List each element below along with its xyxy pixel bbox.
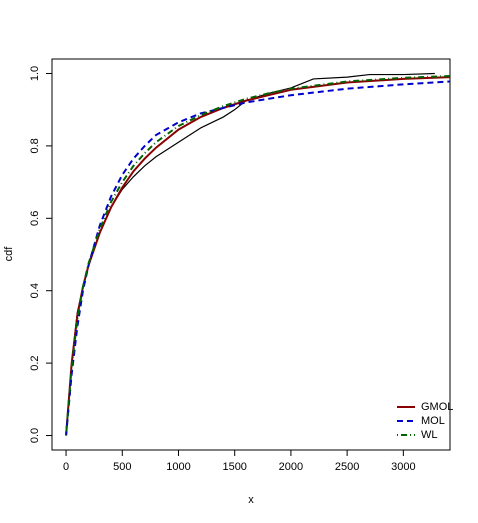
x-tick-label: 500 xyxy=(113,461,131,473)
x-tick-label: 0 xyxy=(63,461,69,473)
x-tick-label: 3000 xyxy=(391,461,415,473)
y-tick-label: 0.2 xyxy=(29,355,41,370)
y-tick-label: 0.4 xyxy=(29,283,41,298)
empirical-cdf xyxy=(65,72,435,436)
cdf-curve xyxy=(65,75,450,436)
x-tick-label: 1500 xyxy=(222,461,246,473)
y-tick-label: 1.0 xyxy=(29,66,41,81)
cdf-curve xyxy=(65,76,450,436)
x-tick-label: 2500 xyxy=(335,461,359,473)
legend-label: WL xyxy=(421,429,438,441)
cdf-curve xyxy=(65,80,450,436)
plot-box xyxy=(51,58,451,451)
y-tick-label: 0.0 xyxy=(29,428,41,443)
legend-label: MOL xyxy=(421,415,445,427)
legend-label: GMOL xyxy=(421,401,453,413)
x-tick-label: 2000 xyxy=(279,461,303,473)
x-tick-label: 1000 xyxy=(166,461,190,473)
y-tick-label: 0.8 xyxy=(29,138,41,153)
x-axis-label: x xyxy=(248,494,254,506)
y-tick-label: 0.6 xyxy=(29,211,41,226)
y-axis-label: cdf xyxy=(3,246,15,262)
